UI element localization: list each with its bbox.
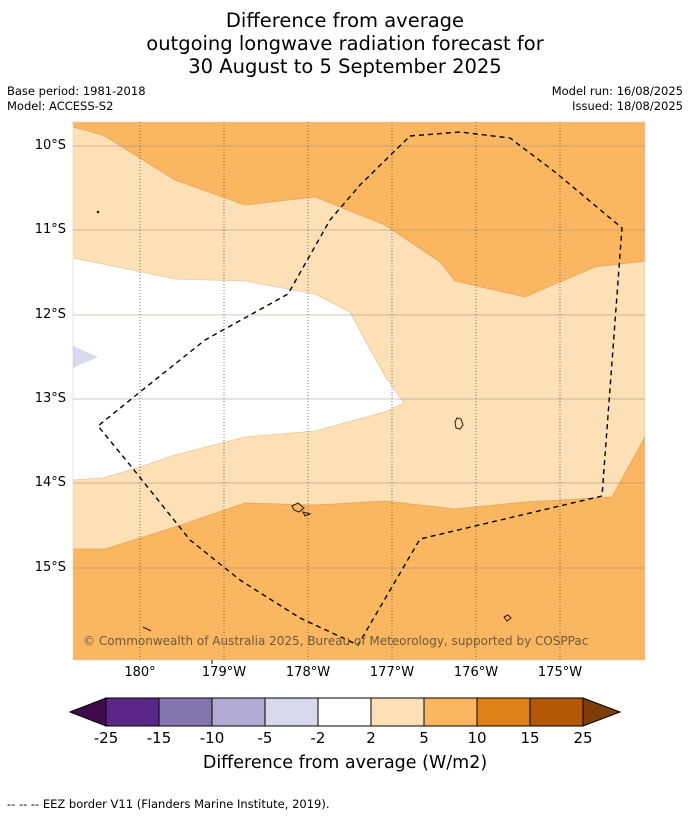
island-outlines: [96, 210, 512, 632]
colorbar: [68, 697, 622, 727]
colorbar-seg-5: [318, 698, 371, 726]
lat-label-10s: 10°S: [34, 138, 66, 153]
colorbar-tick-label: 25: [573, 729, 593, 747]
lat-label-12s: 12°S: [34, 307, 66, 322]
lat-label-14s: 14°S: [34, 475, 66, 490]
island-3: [302, 511, 312, 517]
model-run-text: Model run: 16/08/2025: [551, 84, 683, 98]
copyright-text: © Commonwealth of Australia 2025, Bureau…: [83, 634, 588, 648]
base-period-text: Base period: 1981-2018: [7, 84, 146, 98]
colorbar-seg-8: [477, 698, 530, 726]
contour-neutral-lines: [73, 257, 405, 481]
map-frame: [72, 121, 646, 661]
latitude-gridlines: [73, 145, 645, 569]
colorbar-seg-4: [265, 698, 318, 726]
island-5: [142, 626, 152, 632]
island-4: [503, 614, 512, 622]
colorbar-seg-7: [424, 698, 477, 726]
title-line-2: outgoing longwave radiation forecast for: [146, 32, 544, 55]
lon-label-175w: 175°W: [537, 665, 583, 680]
lon-label-177w: 177°W: [369, 665, 415, 680]
colorbar-seg-3: [212, 698, 265, 726]
colorbar-tick-label: 15: [520, 729, 540, 747]
lat-label-15s: 15°S: [34, 560, 66, 575]
anomaly-fields: © Commonwealth of Australia 2025, Bureau…: [73, 122, 645, 660]
colorbar-seg-6: [371, 698, 424, 726]
colorbar-tick-label: 5: [419, 729, 429, 747]
eez-border: [97, 131, 623, 646]
colorbar-tick-label: -5: [257, 729, 273, 747]
colorbar-tick-label: -15: [146, 729, 172, 747]
lat-label-11s: 11°S: [34, 222, 66, 237]
title-line-3: 30 August to 5 September 2025: [188, 55, 502, 78]
gridlines: [73, 122, 645, 660]
meta-left: Base period: 1981-2018 Model: ACCESS-S2: [7, 84, 146, 114]
colorbar-tick-label: 10: [467, 729, 487, 747]
meta-right: Model run: 16/08/2025 Issued: 18/08/2025: [552, 84, 683, 114]
colorbar-seg-1: [106, 698, 159, 726]
colorbar-label: Difference from average (W/m2): [202, 753, 488, 773]
anomaly-neg-5-2-patch: [73, 346, 98, 368]
lon-label-179w: 179°W: [201, 665, 247, 680]
colorbar-seg-2: [159, 698, 212, 726]
anomaly-neutral-band: [73, 258, 404, 480]
contour-lines: [73, 126, 645, 550]
colorbar-seg-10: [582, 697, 622, 727]
lon-label-180: 180°: [124, 665, 156, 680]
eez-legend-footer: -- -- -- EEZ border V11 (Flanders Marine…: [7, 797, 330, 811]
colorbar-seg-0: [68, 697, 107, 727]
lat-label-13s: 13°S: [34, 391, 66, 406]
colorbar-tick-label: 2: [366, 729, 376, 747]
colorbar-tick-label: -25: [93, 729, 119, 747]
colorbar-seg-9: [530, 698, 583, 726]
colorbar-tick-label: -10: [199, 729, 225, 747]
island-1: [454, 417, 464, 430]
issued-text: Issued: 18/08/2025: [572, 99, 683, 113]
colorbar-outline: [105, 697, 584, 727]
title-line-1: Difference from average: [225, 9, 465, 32]
colorbar-tick-label: -2: [310, 729, 326, 747]
model-text: Model: ACCESS-S2: [7, 99, 114, 113]
lon-label-178w: 178°W: [285, 665, 331, 680]
lon-label-176w: 176°W: [453, 665, 499, 680]
island-2: [291, 502, 305, 513]
islet: [96, 210, 100, 214]
